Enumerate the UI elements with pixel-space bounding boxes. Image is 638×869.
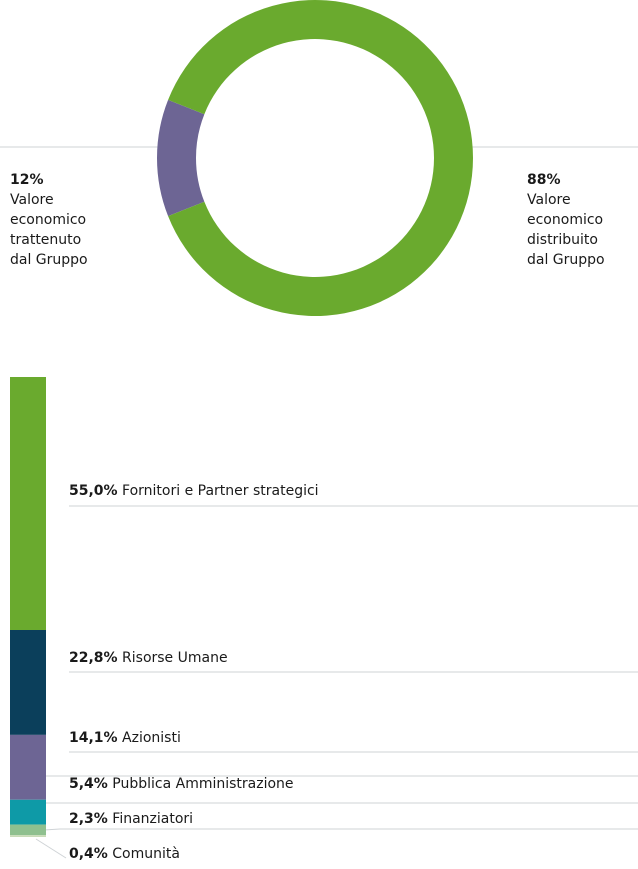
segment-value-label: 55,0% — [69, 483, 118, 499]
segment-category: Fornitori e Partner strategici — [122, 483, 319, 499]
donut-category: Valore economico distribuito dal Gruppo — [527, 192, 605, 268]
segment-label: 14,1% Azionisti — [69, 730, 181, 746]
bar-segment — [10, 630, 46, 735]
segment-value-label: 5,4% — [69, 776, 108, 792]
segment-category: Azionisti — [122, 730, 181, 746]
bar-segment — [10, 377, 46, 630]
donut-category: Valore economico trattenuto dal Gruppo — [10, 192, 88, 268]
segment-label: 0,4% Comunità — [69, 846, 180, 862]
segment-value-label: 2,3% — [69, 811, 108, 827]
donut-segment — [168, 0, 473, 316]
segment-category: Comunità — [112, 846, 180, 862]
segment-value-label: 0,4% — [69, 846, 108, 862]
bar-segment — [10, 734, 46, 800]
segment-value-label: 14,1% — [69, 730, 118, 746]
segment-category: Pubblica Amministrazione — [112, 776, 294, 792]
donut-value-label: 12% — [10, 172, 44, 188]
segment-label: 55,0% Fornitori e Partner strategici — [69, 483, 319, 499]
bar-segment — [10, 799, 46, 825]
donut-value-label: 88% — [527, 172, 561, 188]
segment-label: 5,4% Pubblica Amministrazione — [69, 776, 294, 792]
leader-line — [35, 838, 67, 859]
bar-segment — [10, 824, 46, 836]
donut-label: 12% Valore economico trattenuto dal Grupp… — [10, 170, 106, 270]
segment-value-label: 22,8% — [69, 650, 118, 666]
leader-line — [45, 828, 638, 831]
segment-label: 2,3% Finanziatori — [69, 811, 193, 827]
bar-segment — [10, 835, 46, 837]
donut-label: 88% Valore economico distribuito dal Grup… — [527, 170, 623, 270]
segment-label: 22,8% Risorse Umane — [69, 650, 228, 666]
donut-segment — [157, 99, 205, 217]
segment-category: Risorse Umane — [122, 650, 228, 666]
segment-category: Finanziatori — [112, 811, 194, 827]
